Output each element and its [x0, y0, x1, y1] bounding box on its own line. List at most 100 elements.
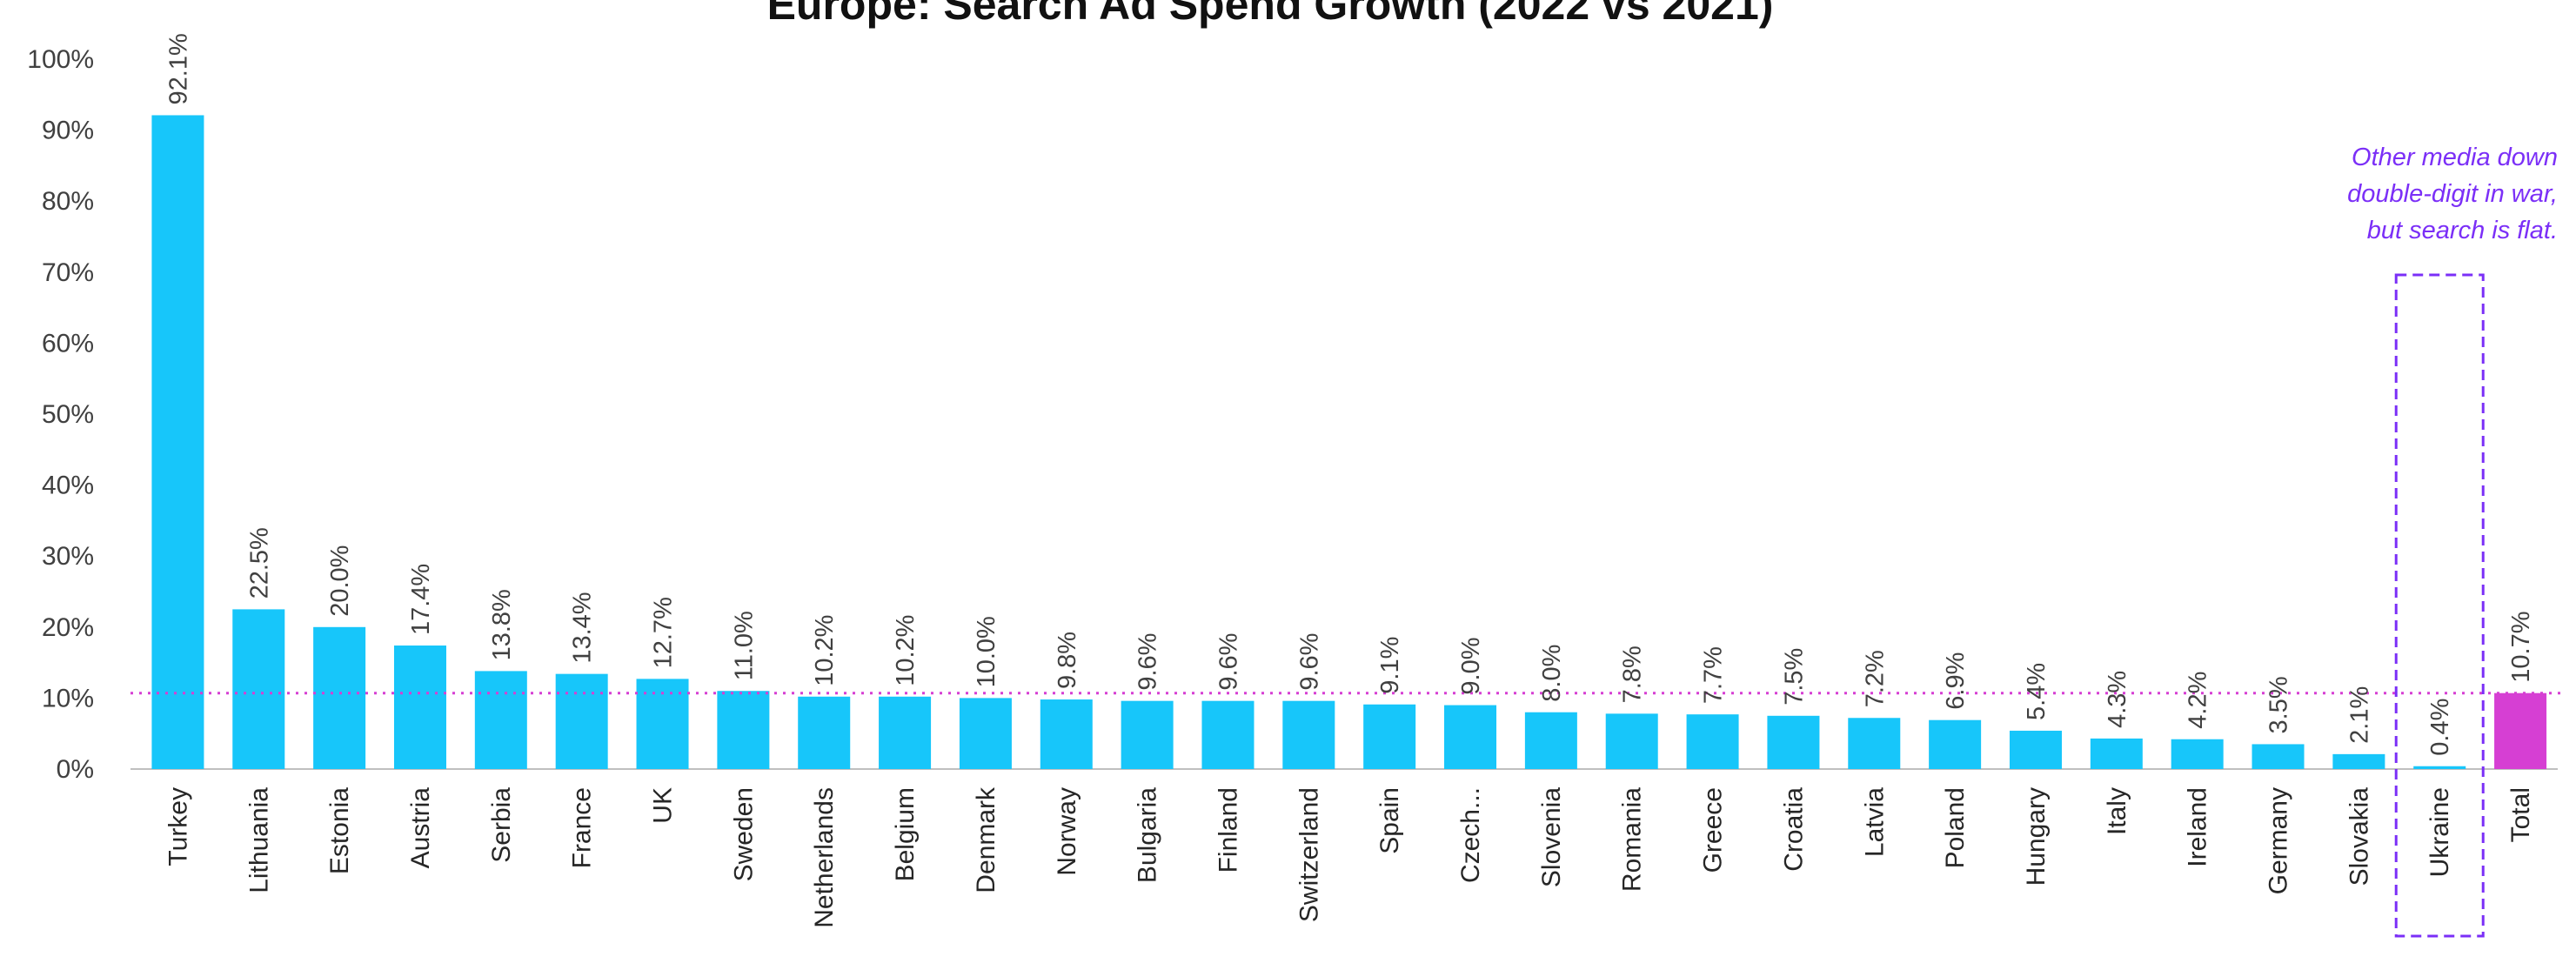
x-tick-label: UK [649, 787, 678, 824]
bar [2090, 738, 2143, 769]
x-axis: Turkey Lithuania Estonia Austria Serbia Franc… [164, 786, 2535, 928]
x-tick-label: Ukraine [2425, 787, 2454, 877]
bar [717, 691, 770, 769]
y-tick-label: 0% [57, 755, 94, 784]
x-tick-label: Romania [1618, 787, 1647, 892]
data-label: 92.1% [164, 33, 192, 104]
x-tick-label: Ireland [2184, 787, 2212, 867]
bar [1524, 712, 1577, 769]
data-label: 13.4% [569, 592, 597, 663]
x-tick-label: Denmark [972, 786, 1000, 893]
bar [2332, 753, 2385, 769]
ukraine-highlight-box [2394, 273, 2485, 938]
data-label: 10.0% [973, 616, 1000, 687]
x-tick-label: Czech... [1456, 787, 1485, 883]
bar [1282, 700, 1335, 769]
bar [1848, 718, 1901, 769]
x-tick-label: Bulgaria [1134, 787, 1162, 883]
annotation-line: but search is flat. [2367, 217, 2558, 244]
data-label: 17.4% [407, 564, 435, 635]
data-label: 7.5% [1780, 648, 1808, 706]
y-tick-label: 40% [42, 472, 94, 500]
x-tick-label: Netherlands [810, 787, 839, 928]
y-tick-label: 70% [42, 258, 94, 287]
data-label: 7.7% [1700, 646, 1728, 704]
x-tick-label: Sweden [729, 787, 758, 881]
bar [555, 673, 608, 769]
data-label: 13.8% [488, 589, 516, 660]
bar [1201, 700, 1255, 769]
x-tick-label: Switzerland [1295, 787, 1323, 922]
y-tick-label: 10% [42, 684, 94, 712]
bar [1605, 713, 1658, 769]
data-label: 10.2% [892, 615, 920, 686]
y-tick-label: 30% [42, 542, 94, 571]
chart-title: Europe: Search Ad Spend Growth (2022 vs … [767, 0, 1774, 29]
data-label: 3.5% [2265, 676, 2293, 733]
x-tick-label: Total [2506, 787, 2535, 842]
bar [232, 609, 285, 769]
bar [2413, 766, 2466, 769]
bar [151, 115, 204, 770]
data-label: 20.0% [326, 545, 354, 617]
data-label: 4.2% [2185, 672, 2212, 729]
data-label: 4.3% [2104, 671, 2131, 728]
data-label: 9.8% [1054, 632, 1081, 689]
x-tick-label: Poland [1941, 787, 1970, 868]
x-tick-label: Italy [2103, 787, 2131, 835]
y-axis: 0% 10% 20% 30% 40% 50% 60% 70% 80% 90% 100% [27, 45, 94, 784]
y-tick-label: 50% [42, 400, 94, 429]
data-label: 12.7% [650, 597, 678, 668]
data-label: 6.9% [1942, 652, 1970, 710]
data-label: 10.2% [811, 615, 839, 686]
y-tick-label: 80% [42, 187, 94, 216]
bar [313, 626, 366, 769]
bar [393, 646, 446, 769]
bar [2251, 744, 2305, 769]
x-tick-label: Lithuania [244, 787, 273, 893]
data-label: 9.0% [1457, 637, 1485, 694]
data-label: 5.4% [2023, 663, 2051, 720]
data-label: 0.4% [2426, 699, 2454, 756]
x-tick-label: Serbia [487, 787, 516, 863]
data-label: 10.7% [2507, 611, 2535, 682]
bar [474, 671, 527, 769]
x-tick-label: Finland [1214, 787, 1242, 873]
bar [879, 696, 932, 769]
bar [2009, 730, 2062, 769]
bar [1444, 705, 1497, 769]
x-tick-label: Hungary [2022, 787, 2051, 886]
data-label: 7.2% [1861, 650, 1889, 707]
bar [959, 698, 1012, 769]
bar [798, 696, 851, 769]
bar [1929, 719, 1982, 769]
data-label: 7.8% [1619, 646, 1647, 703]
annotation-line: double-digit in war, [2347, 180, 2558, 208]
y-tick-label: 90% [42, 117, 94, 145]
bars-group [151, 115, 2547, 770]
x-tick-label: Turkey [164, 787, 192, 866]
x-tick-label: Slovakia [2345, 787, 2373, 886]
bar [2494, 692, 2547, 769]
x-tick-label: Spain [1375, 787, 1404, 854]
bar [1686, 714, 1739, 769]
x-tick-label: Germany [2265, 787, 2293, 894]
y-tick-label: 100% [27, 45, 94, 74]
data-label: 9.1% [1376, 637, 1404, 694]
x-tick-label: Croatia [1779, 787, 1808, 872]
x-tick-label: Norway [1053, 787, 1081, 876]
data-label: 9.6% [1295, 633, 1323, 691]
data-label: 9.6% [1134, 633, 1162, 691]
x-tick-label: Belgium [891, 787, 920, 881]
annotation-note: Other media down double-digit in war, but … [2347, 144, 2558, 244]
bar [1040, 699, 1093, 769]
data-label: 9.6% [1214, 633, 1242, 691]
x-tick-label: Latvia [1860, 787, 1889, 857]
x-tick-label: France [568, 787, 597, 868]
annotation-line: Other media down [2352, 144, 2558, 171]
data-label: 2.1% [2345, 686, 2373, 744]
data-label: 22.5% [245, 527, 273, 599]
bar [1767, 715, 1820, 769]
bar [1363, 704, 1416, 769]
